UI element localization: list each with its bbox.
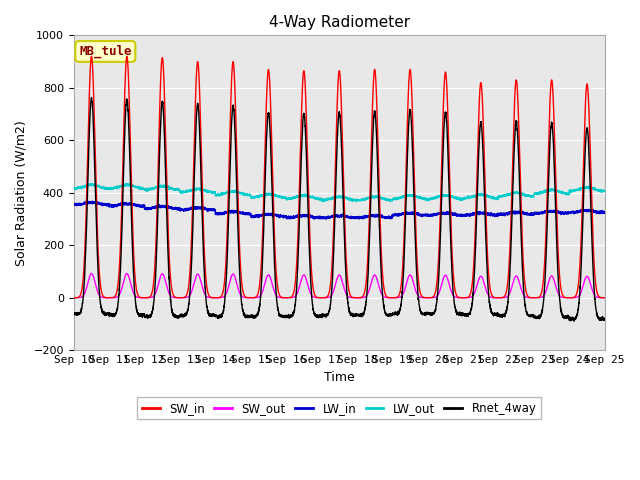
Y-axis label: Solar Radiation (W/m2): Solar Radiation (W/m2)	[15, 120, 28, 265]
Legend: SW_in, SW_out, LW_in, LW_out, Rnet_4way: SW_in, SW_out, LW_in, LW_out, Rnet_4way	[138, 397, 541, 420]
X-axis label: Time: Time	[324, 371, 355, 384]
Title: 4-Way Radiometer: 4-Way Radiometer	[269, 15, 410, 30]
Text: MB_tule: MB_tule	[79, 45, 132, 58]
